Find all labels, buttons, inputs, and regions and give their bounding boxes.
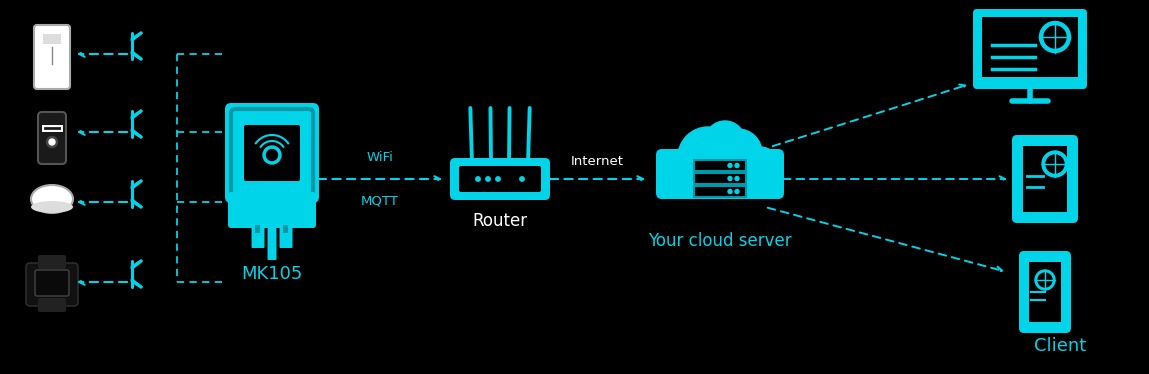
Circle shape: [267, 150, 278, 160]
FancyBboxPatch shape: [38, 255, 65, 269]
Circle shape: [1046, 155, 1064, 173]
FancyBboxPatch shape: [228, 192, 316, 228]
FancyBboxPatch shape: [694, 186, 746, 197]
Circle shape: [263, 146, 282, 164]
Circle shape: [1038, 273, 1052, 287]
Text: Client: Client: [1034, 337, 1086, 355]
Circle shape: [735, 177, 739, 181]
Circle shape: [49, 139, 55, 145]
FancyBboxPatch shape: [973, 9, 1087, 89]
FancyBboxPatch shape: [279, 222, 293, 248]
Circle shape: [476, 177, 480, 181]
Text: Router: Router: [472, 212, 527, 230]
Text: MQTT: MQTT: [361, 194, 399, 208]
Circle shape: [728, 190, 732, 193]
Circle shape: [735, 163, 739, 168]
FancyBboxPatch shape: [1019, 251, 1071, 333]
FancyBboxPatch shape: [694, 173, 746, 184]
Circle shape: [705, 121, 745, 161]
Circle shape: [735, 190, 739, 193]
Circle shape: [1035, 270, 1055, 290]
Text: Internet: Internet: [571, 154, 624, 168]
Circle shape: [662, 149, 702, 189]
FancyBboxPatch shape: [26, 263, 78, 306]
FancyBboxPatch shape: [34, 25, 70, 89]
FancyBboxPatch shape: [244, 125, 300, 181]
FancyBboxPatch shape: [38, 112, 65, 164]
Circle shape: [1044, 26, 1066, 48]
Circle shape: [678, 127, 738, 187]
FancyBboxPatch shape: [458, 166, 541, 192]
FancyBboxPatch shape: [231, 109, 313, 197]
FancyBboxPatch shape: [982, 17, 1078, 77]
FancyBboxPatch shape: [38, 298, 65, 312]
FancyBboxPatch shape: [656, 149, 784, 199]
Ellipse shape: [31, 185, 74, 213]
Text: MK105: MK105: [241, 265, 302, 283]
Circle shape: [46, 137, 57, 147]
Circle shape: [519, 177, 524, 181]
Circle shape: [740, 147, 780, 187]
FancyBboxPatch shape: [1023, 146, 1067, 212]
FancyBboxPatch shape: [268, 228, 277, 260]
FancyBboxPatch shape: [34, 270, 69, 296]
FancyBboxPatch shape: [43, 34, 61, 44]
FancyBboxPatch shape: [1030, 262, 1061, 322]
FancyBboxPatch shape: [255, 225, 261, 233]
Circle shape: [714, 129, 762, 177]
Circle shape: [486, 177, 491, 181]
FancyBboxPatch shape: [450, 158, 550, 200]
FancyBboxPatch shape: [694, 160, 746, 171]
FancyBboxPatch shape: [225, 103, 319, 203]
Circle shape: [1040, 21, 1071, 52]
Text: Your cloud server: Your cloud server: [648, 232, 792, 250]
FancyBboxPatch shape: [252, 222, 264, 248]
Text: WiFi: WiFi: [367, 150, 393, 163]
Circle shape: [496, 177, 500, 181]
Circle shape: [728, 163, 732, 168]
Circle shape: [1042, 151, 1069, 177]
Ellipse shape: [31, 201, 74, 213]
FancyBboxPatch shape: [284, 225, 288, 233]
Circle shape: [728, 177, 732, 181]
FancyBboxPatch shape: [1012, 135, 1078, 223]
